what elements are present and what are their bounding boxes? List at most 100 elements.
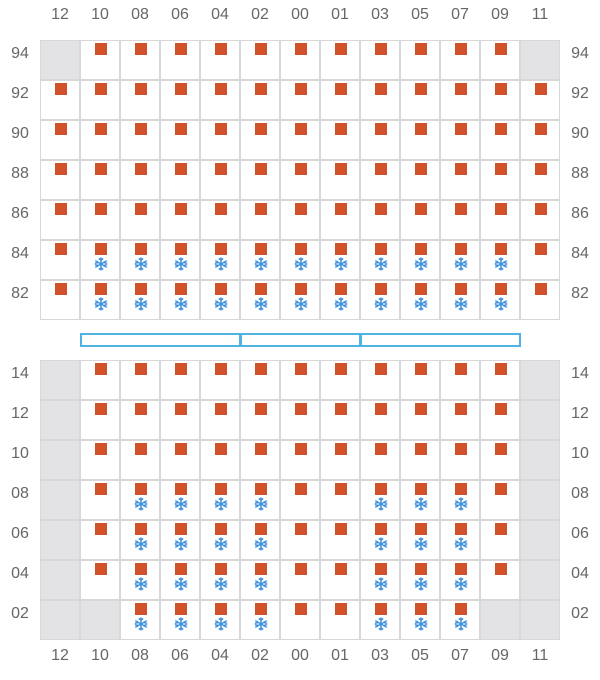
occupied-refrigerated-slot[interactable] (80, 240, 120, 280)
empty-slot[interactable] (520, 360, 560, 400)
occupied-slot[interactable] (400, 400, 440, 440)
occupied-refrigerated-slot[interactable] (440, 560, 480, 600)
occupied-slot[interactable] (280, 80, 320, 120)
occupied-refrigerated-slot[interactable] (240, 600, 280, 640)
occupied-refrigerated-slot[interactable] (320, 240, 360, 280)
occupied-slot[interactable] (240, 360, 280, 400)
occupied-slot[interactable] (40, 120, 80, 160)
occupied-refrigerated-slot[interactable] (400, 600, 440, 640)
occupied-slot[interactable] (80, 160, 120, 200)
occupied-slot[interactable] (160, 40, 200, 80)
occupied-slot[interactable] (160, 200, 200, 240)
empty-slot[interactable] (480, 600, 520, 640)
occupied-slot[interactable] (440, 40, 480, 80)
occupied-slot[interactable] (120, 80, 160, 120)
occupied-refrigerated-slot[interactable] (480, 240, 520, 280)
occupied-slot[interactable] (440, 160, 480, 200)
empty-slot[interactable] (520, 400, 560, 440)
occupied-slot[interactable] (320, 400, 360, 440)
occupied-slot[interactable] (400, 440, 440, 480)
occupied-slot[interactable] (400, 80, 440, 120)
occupied-refrigerated-slot[interactable] (440, 280, 480, 320)
occupied-refrigerated-slot[interactable] (400, 240, 440, 280)
occupied-slot[interactable] (520, 160, 560, 200)
occupied-refrigerated-slot[interactable] (400, 280, 440, 320)
occupied-slot[interactable] (80, 520, 120, 560)
empty-slot[interactable] (520, 600, 560, 640)
occupied-slot[interactable] (320, 160, 360, 200)
occupied-slot[interactable] (520, 80, 560, 120)
occupied-slot[interactable] (480, 400, 520, 440)
occupied-slot[interactable] (200, 80, 240, 120)
occupied-slot[interactable] (480, 80, 520, 120)
occupied-slot[interactable] (280, 400, 320, 440)
occupied-refrigerated-slot[interactable] (400, 520, 440, 560)
occupied-slot[interactable] (480, 560, 520, 600)
occupied-refrigerated-slot[interactable] (200, 600, 240, 640)
occupied-refrigerated-slot[interactable] (360, 600, 400, 640)
occupied-slot[interactable] (400, 160, 440, 200)
occupied-refrigerated-slot[interactable] (160, 560, 200, 600)
occupied-refrigerated-slot[interactable] (280, 280, 320, 320)
occupied-slot[interactable] (440, 440, 480, 480)
occupied-refrigerated-slot[interactable] (400, 560, 440, 600)
occupied-slot[interactable] (480, 520, 520, 560)
occupied-slot[interactable] (280, 360, 320, 400)
occupied-slot[interactable] (120, 400, 160, 440)
occupied-slot[interactable] (400, 360, 440, 400)
occupied-slot[interactable] (440, 80, 480, 120)
occupied-slot[interactable] (80, 200, 120, 240)
occupied-slot[interactable] (320, 480, 360, 520)
empty-slot[interactable] (40, 440, 80, 480)
occupied-slot[interactable] (480, 360, 520, 400)
empty-slot[interactable] (40, 560, 80, 600)
occupied-refrigerated-slot[interactable] (120, 600, 160, 640)
occupied-slot[interactable] (40, 280, 80, 320)
occupied-slot[interactable] (320, 200, 360, 240)
occupied-refrigerated-slot[interactable] (360, 240, 400, 280)
empty-slot[interactable] (40, 600, 80, 640)
occupied-slot[interactable] (160, 120, 200, 160)
occupied-slot[interactable] (360, 440, 400, 480)
empty-slot[interactable] (80, 600, 120, 640)
occupied-slot[interactable] (400, 200, 440, 240)
occupied-refrigerated-slot[interactable] (200, 240, 240, 280)
occupied-slot[interactable] (480, 480, 520, 520)
occupied-slot[interactable] (320, 360, 360, 400)
occupied-refrigerated-slot[interactable] (240, 560, 280, 600)
empty-slot[interactable] (520, 440, 560, 480)
occupied-slot[interactable] (280, 480, 320, 520)
occupied-slot[interactable] (400, 40, 440, 80)
empty-slot[interactable] (520, 40, 560, 80)
occupied-slot[interactable] (240, 120, 280, 160)
occupied-refrigerated-slot[interactable] (280, 240, 320, 280)
occupied-refrigerated-slot[interactable] (160, 240, 200, 280)
occupied-slot[interactable] (40, 80, 80, 120)
occupied-slot[interactable] (280, 440, 320, 480)
occupied-refrigerated-slot[interactable] (400, 480, 440, 520)
occupied-slot[interactable] (80, 440, 120, 480)
occupied-slot[interactable] (80, 480, 120, 520)
occupied-slot[interactable] (320, 440, 360, 480)
occupied-slot[interactable] (480, 440, 520, 480)
occupied-slot[interactable] (120, 160, 160, 200)
occupied-slot[interactable] (360, 400, 400, 440)
occupied-slot[interactable] (80, 80, 120, 120)
occupied-slot[interactable] (360, 200, 400, 240)
occupied-slot[interactable] (440, 120, 480, 160)
occupied-refrigerated-slot[interactable] (200, 520, 240, 560)
occupied-slot[interactable] (240, 160, 280, 200)
empty-slot[interactable] (40, 360, 80, 400)
occupied-slot[interactable] (80, 400, 120, 440)
empty-slot[interactable] (40, 400, 80, 440)
occupied-slot[interactable] (520, 240, 560, 280)
empty-slot[interactable] (40, 480, 80, 520)
occupied-slot[interactable] (120, 120, 160, 160)
occupied-slot[interactable] (360, 120, 400, 160)
occupied-slot[interactable] (40, 200, 80, 240)
occupied-slot[interactable] (160, 160, 200, 200)
occupied-refrigerated-slot[interactable] (440, 240, 480, 280)
occupied-slot[interactable] (280, 40, 320, 80)
occupied-slot[interactable] (40, 160, 80, 200)
occupied-refrigerated-slot[interactable] (360, 480, 400, 520)
